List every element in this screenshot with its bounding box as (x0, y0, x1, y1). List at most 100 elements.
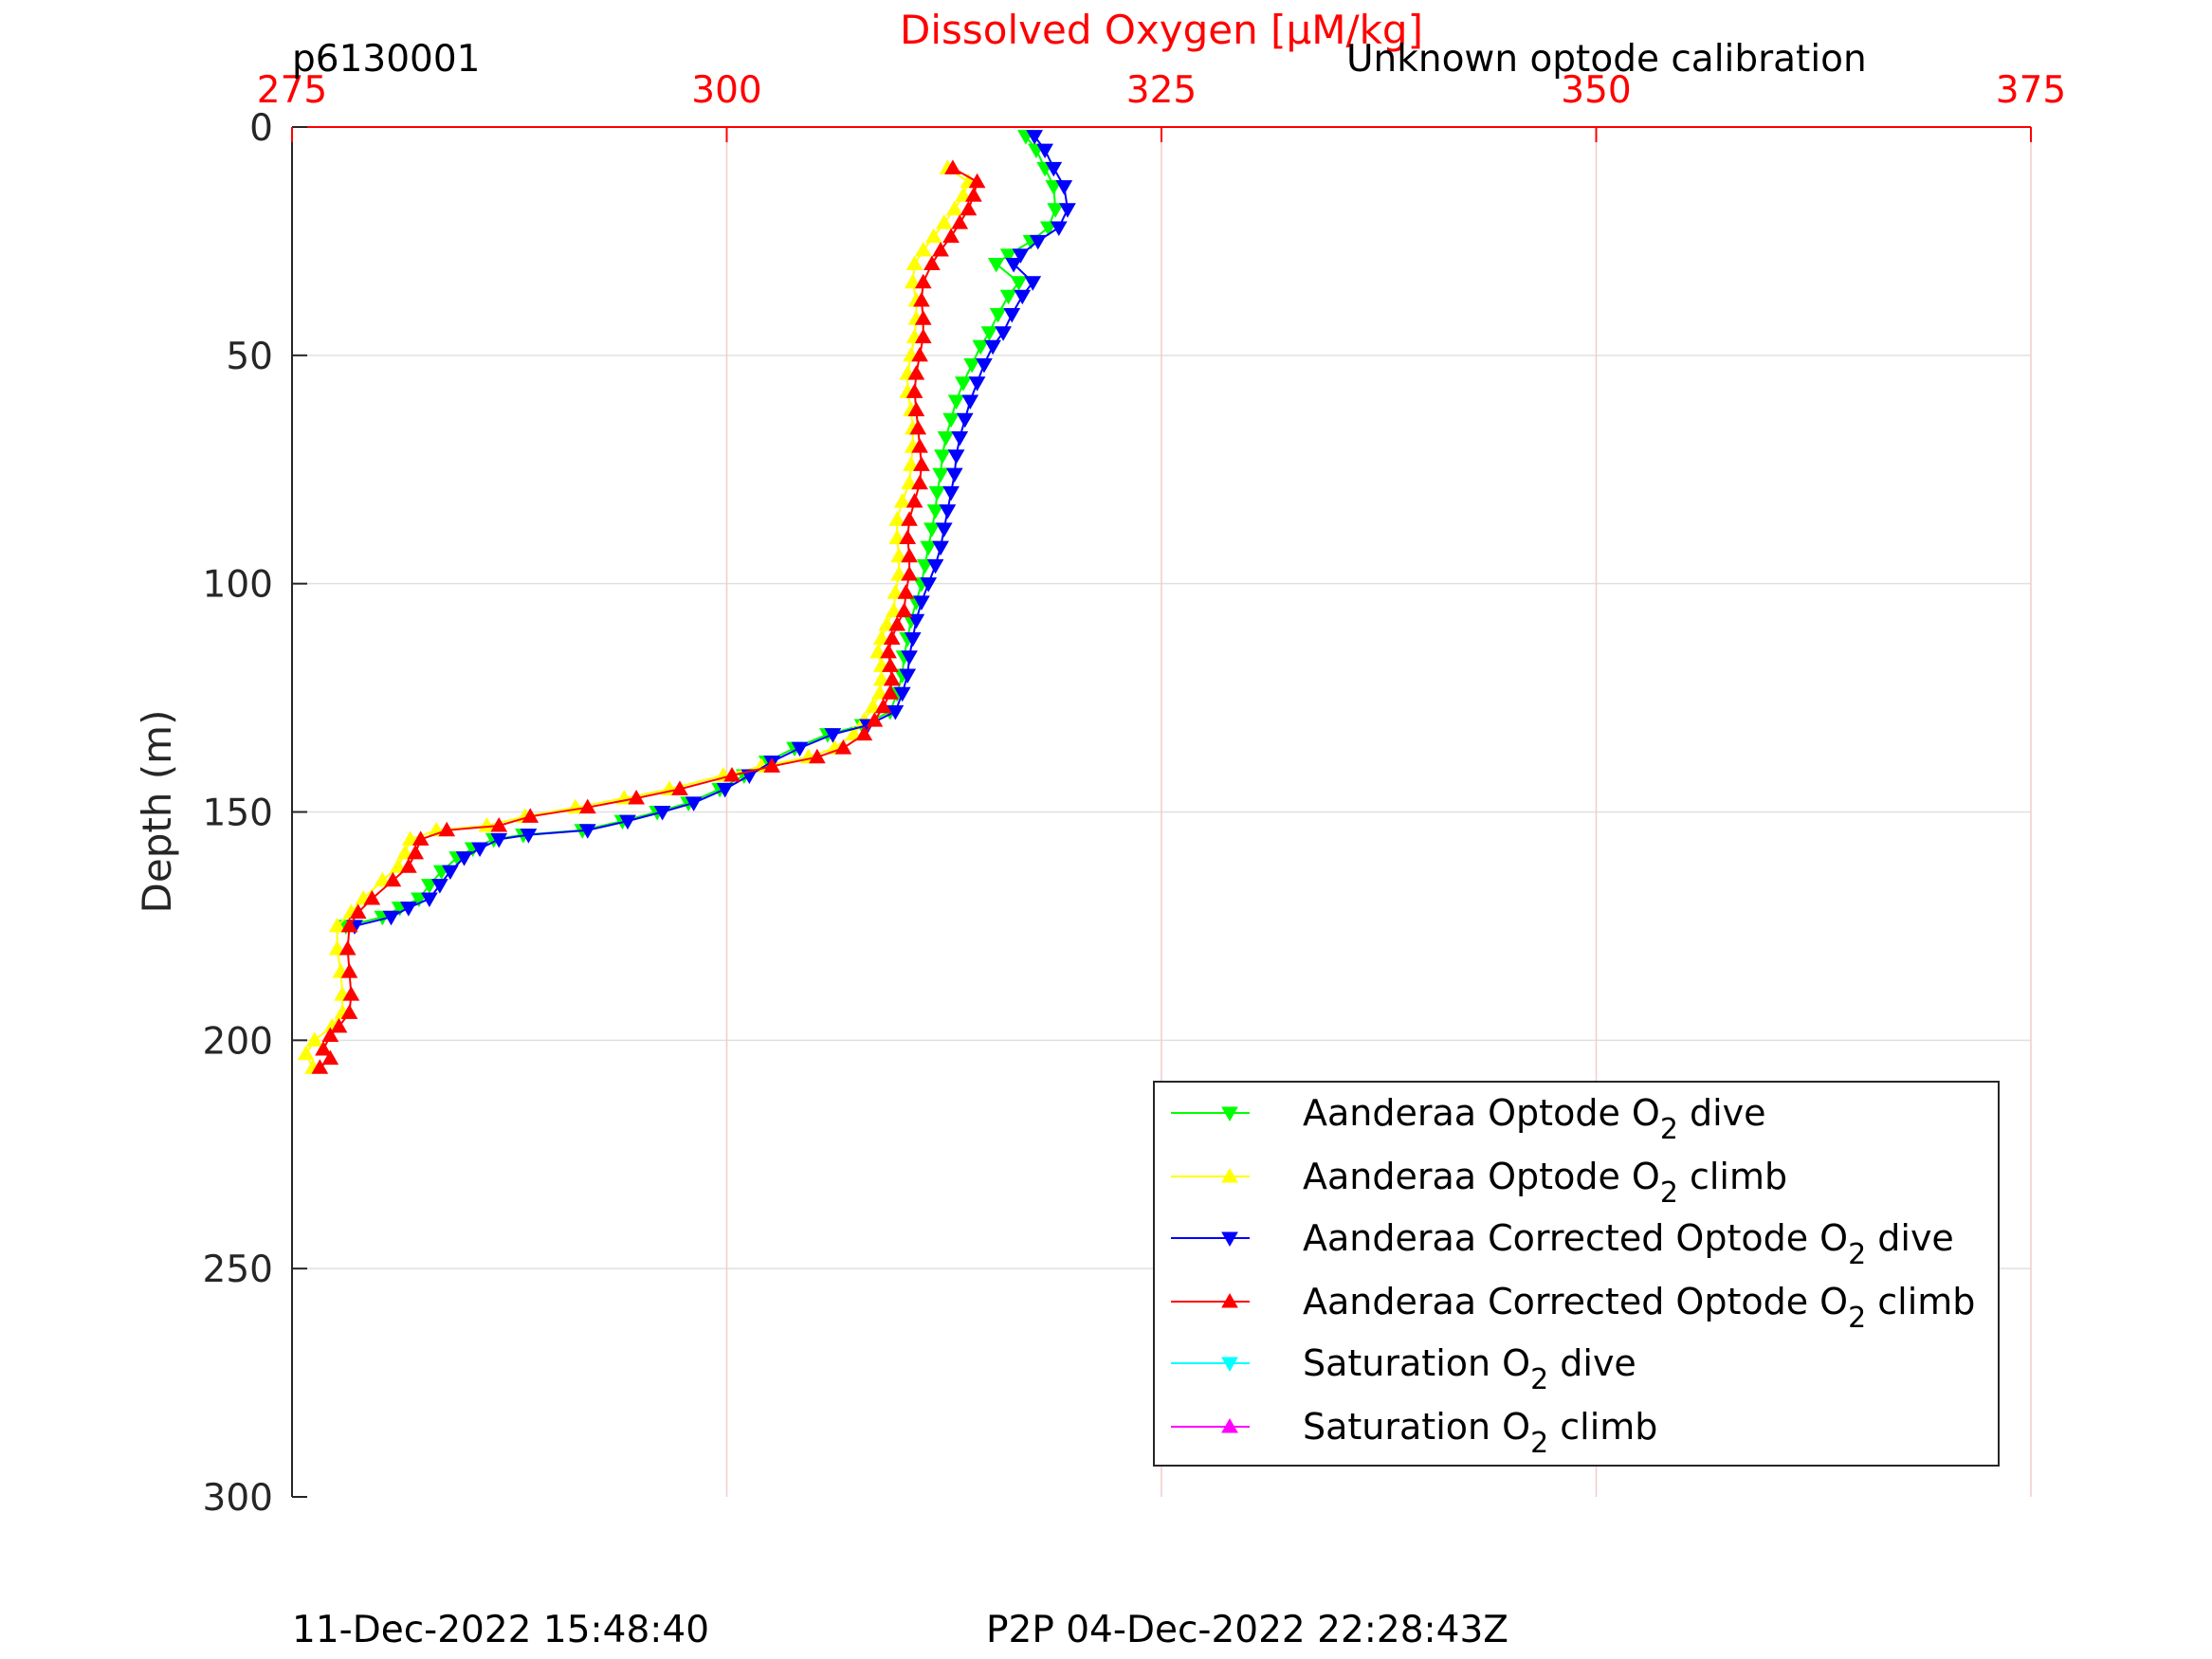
data-point (1014, 289, 1032, 305)
legend-label-main: Saturation O (1303, 1406, 1530, 1448)
data-point (1036, 143, 1053, 159)
axes: 0 50 100 150 200 250 300 275 300 325 350 375 (203, 69, 2067, 1520)
data-point (791, 741, 809, 757)
data-point (1026, 130, 1043, 145)
data-point (916, 558, 934, 574)
data-point (989, 307, 1007, 323)
data-point (914, 310, 932, 325)
data-point (340, 917, 358, 933)
data-point (872, 629, 890, 645)
data-point (882, 684, 899, 700)
legend-label-main: Saturation O (1303, 1342, 1530, 1384)
legend-swatch-marker (1221, 1106, 1238, 1122)
data-point (901, 650, 918, 665)
data-point (342, 986, 360, 1001)
data-point (907, 401, 925, 417)
data-point (455, 851, 473, 866)
data-point (901, 474, 918, 490)
data-point (984, 339, 1001, 356)
data-point (438, 821, 456, 837)
data-point (885, 602, 903, 618)
legend-label-suffix: climb (1678, 1156, 1787, 1197)
data-point (521, 808, 539, 823)
data-point (999, 289, 1017, 305)
data-point (923, 522, 941, 538)
data-point (824, 728, 842, 743)
data-point (619, 814, 636, 830)
legend-swatch-marker (1221, 1231, 1238, 1248)
data-point (995, 326, 1012, 341)
data-point (1045, 161, 1063, 177)
legend-entry: Saturation O2 dive (1171, 1342, 1636, 1396)
data-point (947, 449, 965, 465)
data-point (1012, 248, 1030, 264)
series-group (311, 159, 986, 1074)
data-point (866, 712, 884, 727)
data-point (578, 824, 596, 839)
data-point (932, 467, 949, 483)
data-point (1010, 276, 1028, 291)
data-point (1050, 221, 1068, 236)
footer-timestamp: 11-Dec-2022 15:48:40 (292, 1609, 710, 1651)
data-point (951, 214, 969, 229)
data-point (578, 798, 596, 814)
data-point (1047, 203, 1064, 218)
data-point (363, 890, 381, 905)
data-point (890, 547, 907, 563)
data-point (937, 431, 955, 447)
data-point (374, 871, 392, 887)
legend-label-suffix: dive (1678, 1092, 1766, 1134)
file-id: p6130001 (292, 38, 481, 81)
data-point (400, 858, 417, 873)
data-point (920, 540, 938, 556)
data-point (944, 159, 961, 174)
y-tick-label: 150 (203, 793, 273, 835)
legend-label-suffix: climb (1548, 1406, 1657, 1448)
legend-label: Aanderaa Optode O2 climb (1303, 1156, 1787, 1210)
data-point (1039, 221, 1057, 236)
data-point (834, 739, 852, 755)
data-point (907, 365, 925, 380)
data-point (297, 1045, 315, 1061)
data-point (904, 273, 922, 289)
data-point (901, 566, 918, 581)
data-point (809, 748, 826, 764)
data-point (384, 871, 402, 887)
data-point (924, 228, 942, 244)
data-point (904, 631, 922, 647)
data-point (330, 1017, 348, 1033)
data-point (338, 939, 356, 956)
y-tick-label: 0 (249, 107, 273, 150)
data-point (882, 657, 899, 672)
data-point (442, 865, 459, 881)
x-axis-label: Dissolved Oxygen [μM/kg] (900, 7, 1423, 53)
legend-entry: Saturation O2 climb (1171, 1406, 1657, 1460)
calibration-note: Unknown optode calibration (1346, 38, 1867, 81)
data-point (905, 255, 923, 270)
data-point (653, 806, 671, 821)
data-point (913, 292, 930, 307)
data-point (1055, 180, 1073, 195)
data-point (845, 725, 863, 741)
data-point (887, 705, 905, 720)
data-point (763, 757, 781, 773)
data-point (407, 844, 425, 860)
data-point (956, 412, 974, 428)
legend-label-suffix: climb (1866, 1281, 1975, 1322)
legend-label-main: Aanderaa Optode O (1303, 1156, 1660, 1197)
data-point (972, 339, 990, 356)
data-point (955, 187, 972, 202)
data-point (909, 419, 927, 435)
data-point (421, 892, 438, 908)
data-point (321, 1049, 339, 1066)
data-point (883, 670, 901, 686)
data-point (951, 431, 969, 447)
legend-swatch-marker (1221, 1167, 1238, 1183)
legend-box (1153, 1081, 2000, 1467)
y-axis-label: Depth (m) (134, 710, 180, 914)
data-point (411, 830, 430, 846)
data-point (955, 376, 972, 392)
legend-label-main: Aanderaa Corrected Optode O (1303, 1281, 1848, 1322)
legend-label-main: Aanderaa Optode O (1303, 1092, 1660, 1134)
data-point (311, 1059, 329, 1074)
